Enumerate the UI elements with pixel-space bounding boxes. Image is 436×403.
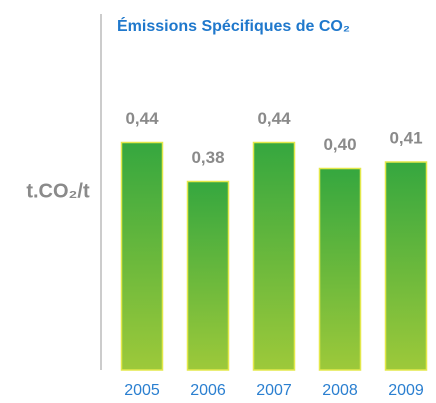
bar bbox=[252, 141, 296, 371]
bar bbox=[186, 180, 230, 371]
y-axis-label: t.CO₂/t bbox=[26, 180, 90, 202]
value-label: 0,41 bbox=[389, 128, 422, 147]
value-label: 0,44 bbox=[257, 109, 291, 128]
x-tick-label: 2007 bbox=[256, 382, 292, 399]
x-tick-label: 2006 bbox=[190, 382, 226, 399]
value-label: 0,38 bbox=[191, 148, 224, 167]
bar bbox=[384, 161, 428, 371]
x-tick-label: 2009 bbox=[388, 382, 424, 399]
x-tick-label: 2005 bbox=[124, 382, 160, 399]
x-tick-label: 2008 bbox=[322, 382, 358, 399]
bar bbox=[120, 141, 164, 371]
chart-title: Émissions Spécifiques de CO₂ bbox=[117, 16, 350, 35]
value-label: 0,44 bbox=[125, 109, 159, 128]
bar bbox=[318, 167, 362, 371]
value-label: 0,40 bbox=[323, 135, 356, 154]
